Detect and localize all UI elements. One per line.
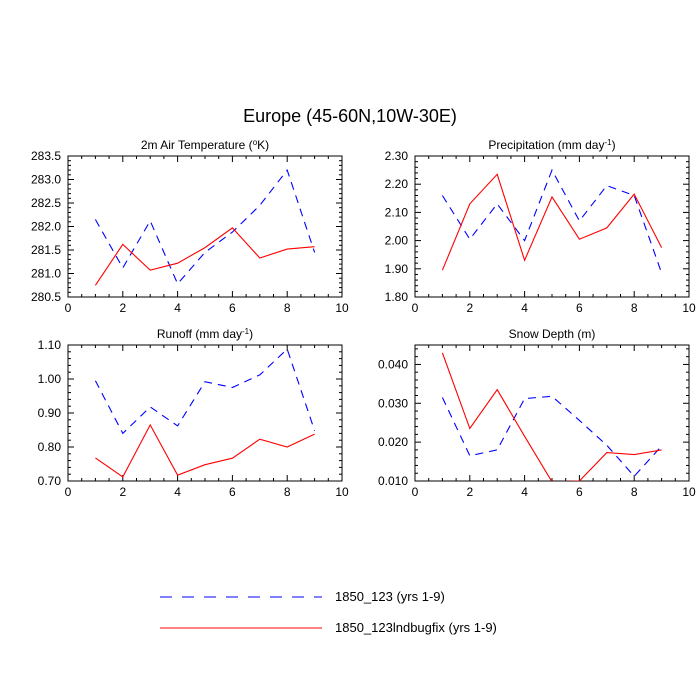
y-tick-label: 282.0 [31, 220, 61, 234]
x-tick-label: 8 [631, 485, 638, 499]
y-tick-label: 282.5 [31, 196, 61, 210]
x-tick-label: 0 [65, 301, 72, 315]
y-tick-label: 1.00 [38, 372, 62, 386]
panel-title: Precipitation (mm day-1) [488, 138, 615, 153]
y-tick-label: 1.80 [385, 290, 409, 304]
x-tick-label: 4 [521, 301, 528, 315]
x-tick-label: 6 [576, 485, 583, 499]
plot-frame [67, 344, 343, 482]
panel-4: Snow Depth (m) 0 2 4 6 8 10 0.010 0.020 0.030 0.04… [378, 327, 696, 499]
x-tick-label: 6 [576, 301, 583, 315]
y-tick-label: 0.040 [378, 357, 408, 371]
panel-title: 2m Air Temperature (oK) [141, 138, 269, 153]
x-tick-label: 4 [174, 485, 181, 499]
y-tick-label: 1.90 [385, 262, 409, 276]
line-series-2 [441, 352, 662, 481]
panel-3: Runoff (mm day-1) 0 2 4 6 8 10 0.70 0.80 0.90 1.00… [38, 327, 349, 500]
x-tick-label: 10 [335, 301, 349, 315]
legend-label-series-2: 1850_123lndbugfix (yrs 1-9) [335, 620, 497, 635]
x-tick-label: 0 [412, 301, 419, 315]
y-tick-label: 2.10 [385, 205, 409, 219]
line-series-2 [95, 423, 315, 478]
y-tick-label: 0.80 [38, 440, 62, 454]
y-tick-label: 2.00 [385, 234, 409, 248]
x-tick-label: 4 [174, 301, 181, 315]
line-series-1 [441, 395, 663, 478]
line-series-1 [441, 168, 663, 274]
plot-frame [414, 155, 690, 298]
y-tick-label: 0.70 [38, 474, 62, 488]
panel-title: Runoff (mm day-1) [157, 327, 253, 342]
x-tick-label: 0 [65, 485, 72, 499]
y-tick-label: 2.30 [385, 149, 409, 163]
y-tick-label: 283.0 [31, 173, 61, 187]
x-tick-label: 6 [229, 485, 236, 499]
legend-label-series-1: 1850_123 (yrs 1-9) [335, 589, 445, 604]
x-tick-label: 10 [335, 485, 349, 499]
x-tick-label: 2 [466, 301, 473, 315]
x-tick-label: 8 [284, 301, 291, 315]
figure-title: Europe (45-60N,10W-30E) [243, 106, 457, 126]
x-tick-label: 0 [412, 485, 419, 499]
line-series-2 [441, 173, 663, 271]
x-tick-label: 2 [466, 485, 473, 499]
y-tick-label: 0.010 [378, 474, 408, 488]
y-tick-label: 2.20 [385, 177, 409, 191]
plot-frame [67, 155, 343, 298]
y-tick-label: 1.10 [38, 338, 62, 352]
y-tick-label: 0.90 [38, 406, 62, 420]
legend: 1850_123 (yrs 1-9) 1850_123lndbugfix (yr… [160, 589, 497, 635]
x-tick-label: 8 [284, 485, 291, 499]
panel-1: 2m Air Temperature (oK) 0 2 4 6 8 10 280.5 281.0… [31, 138, 349, 316]
panels: 2m Air Temperature (oK)0 2 4 6 8 10280.5281.0… [31, 138, 696, 500]
x-tick-label: 2 [119, 485, 126, 499]
y-tick-label: 281.5 [31, 243, 61, 257]
y-tick-label: 283.5 [31, 149, 61, 163]
panel-2: Precipitation (mm day-1) 0 2 4 6 8 10 1.80 1.90 2… [385, 138, 696, 316]
x-tick-label: 2 [119, 301, 126, 315]
line-series-1 [94, 348, 316, 435]
x-tick-label: 4 [521, 485, 528, 499]
panel-title: Snow Depth (m) [509, 327, 596, 341]
y-tick-label: 280.5 [31, 290, 61, 304]
y-tick-label: 281.0 [31, 267, 61, 281]
x-tick-label: 10 [682, 485, 696, 499]
x-tick-label: 10 [682, 301, 696, 315]
y-tick-label: 0.020 [378, 435, 408, 449]
line-series-1 [94, 168, 316, 285]
x-tick-label: 8 [631, 301, 638, 315]
x-tick-label: 6 [229, 301, 236, 315]
line-series-2 [94, 227, 315, 286]
y-tick-label: 0.030 [378, 396, 408, 410]
